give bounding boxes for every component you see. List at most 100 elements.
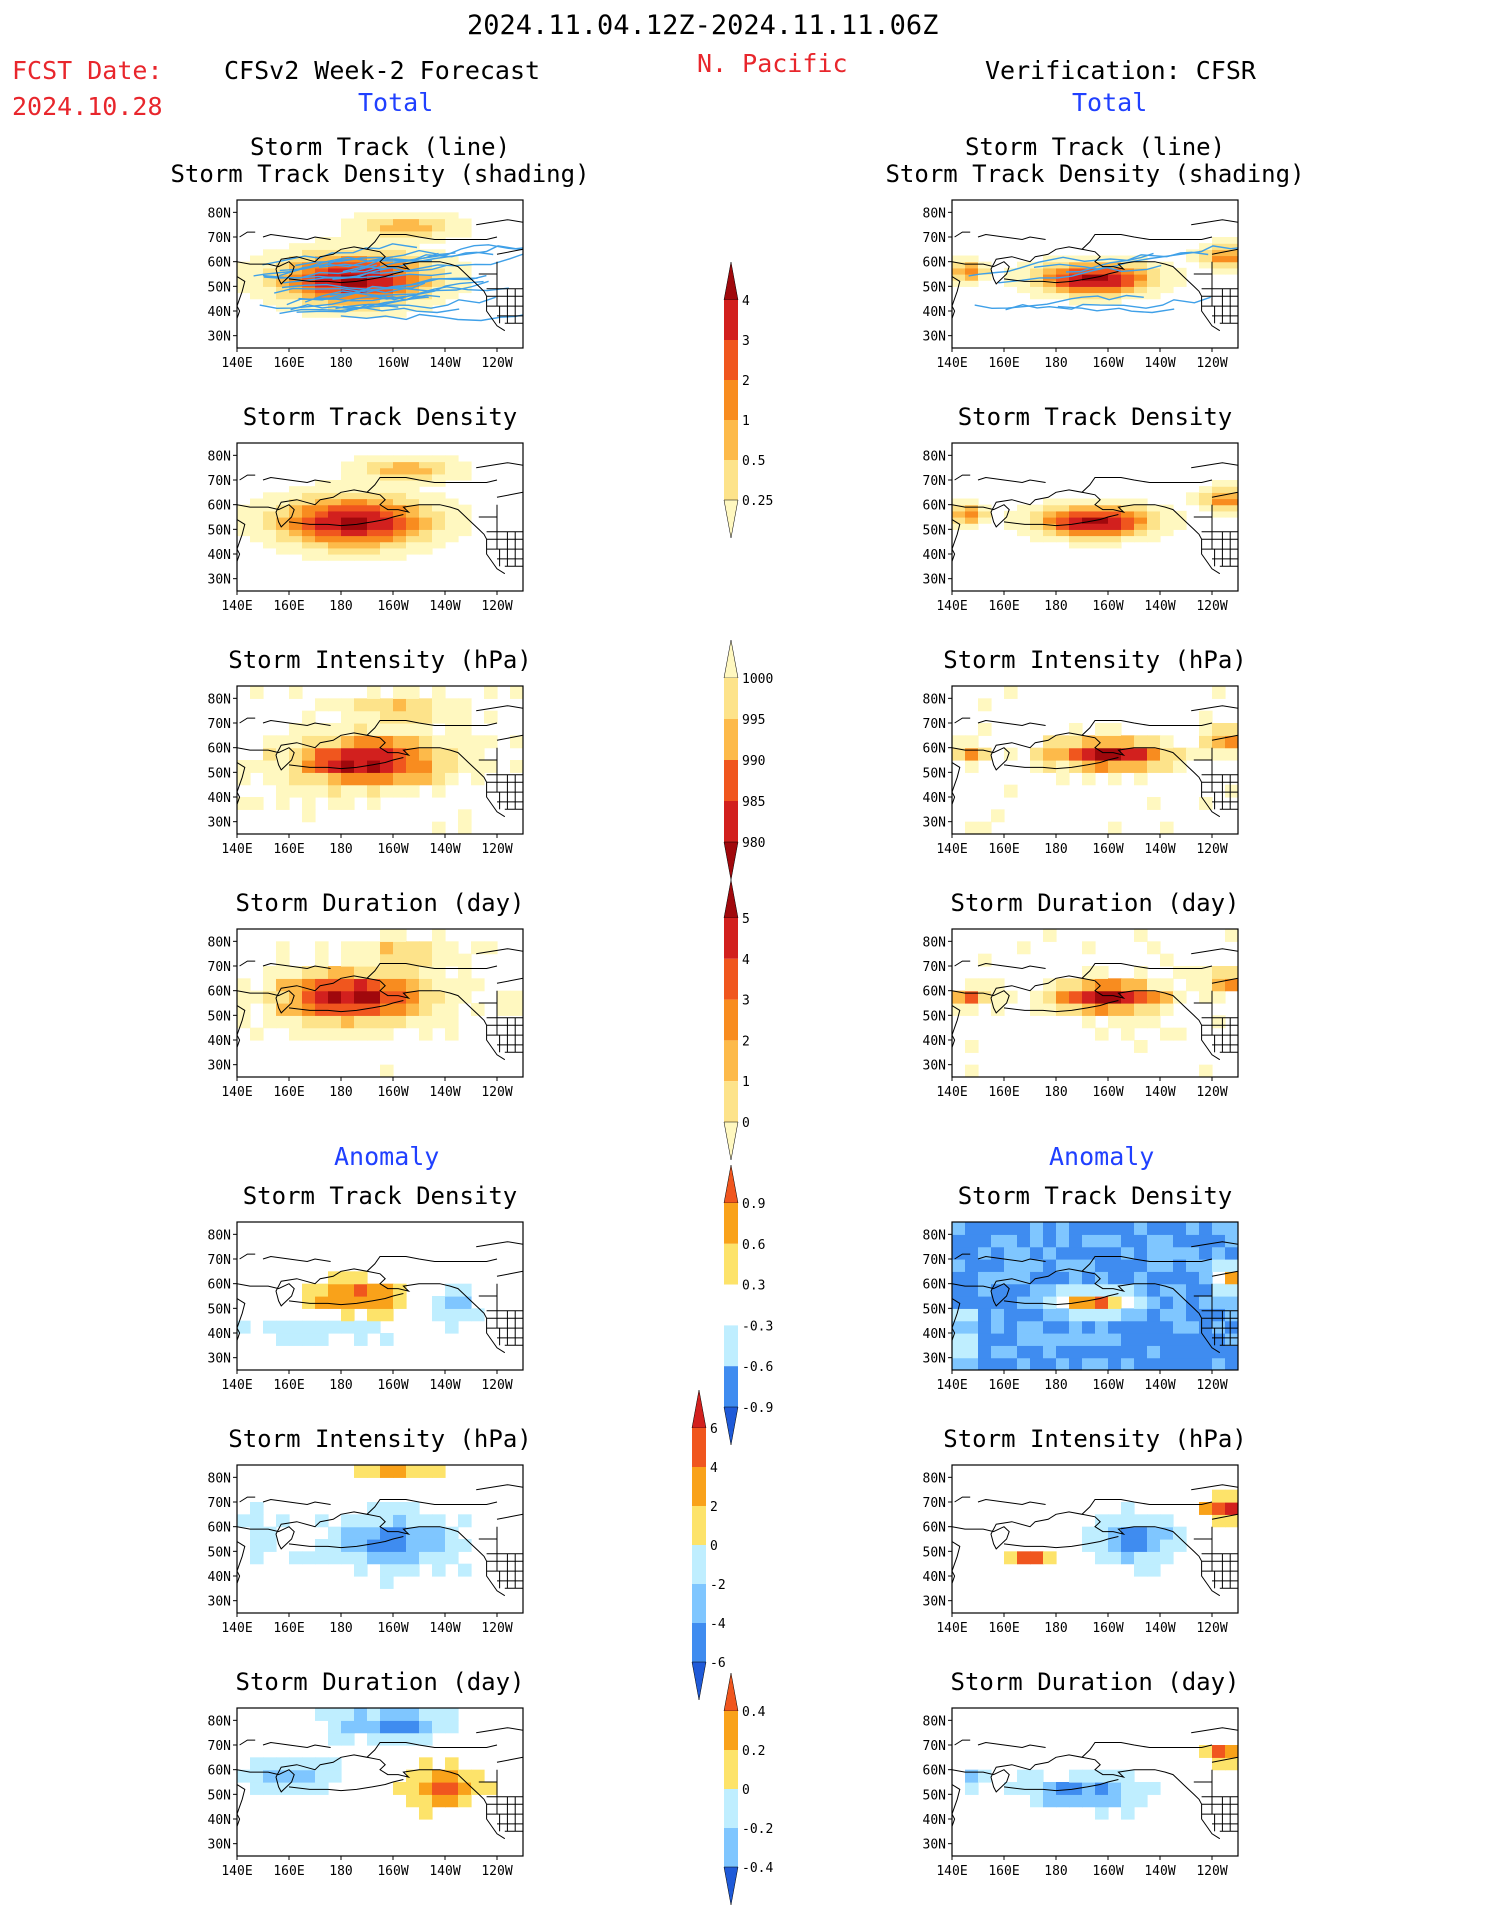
vf-intensity-cell (1108, 772, 1122, 786)
vf-duration-cell (952, 990, 966, 1004)
vf-intensity-cell (965, 735, 979, 749)
cb-anom-intensity-label: 4 (710, 1461, 718, 1476)
fc-track-cell (406, 218, 420, 226)
fc-duration-frame (236, 928, 524, 1078)
cb-intensity-bottom-arrow (723, 841, 739, 881)
cb-anom-density: 0.90.60.3-0.3-0.6-0.9 (723, 1165, 773, 1446)
vf-anom-density-cell (1212, 1296, 1226, 1309)
fc-density-cell (341, 529, 355, 537)
fc-density-cell (432, 523, 446, 530)
vf-anom-density-cell (1108, 1357, 1122, 1370)
fc-track-cell (328, 280, 342, 287)
fc-anom-density-xtick: 120W (481, 1378, 512, 1393)
fc-anom-density-frame (236, 1221, 524, 1371)
fc-intensity-cell (406, 760, 420, 773)
fc-duration-cell (367, 990, 381, 1004)
fc-track-track-line (329, 282, 426, 296)
vf-track-cell (1030, 280, 1044, 287)
vf-anom-density-cell (1069, 1345, 1083, 1359)
vf-anom-density-cell (1082, 1246, 1096, 1260)
fc-intensity-cell (354, 723, 368, 736)
vf-anom-duration-cell (1082, 1769, 1096, 1783)
vf-anom-density-ytick: 40N (923, 1327, 946, 1342)
vf-density-cell (1069, 504, 1083, 512)
fc-anom-duration-cell (250, 1769, 264, 1783)
vf-density-cell (1134, 529, 1148, 537)
fc-anom-density-xtick: 140E (221, 1378, 252, 1393)
fc-intensity-cell (458, 735, 472, 749)
vf-anom-density-cell (1147, 1320, 1161, 1334)
fc-duration-cell (445, 1003, 459, 1016)
vf-density-cell (1199, 486, 1213, 493)
cb-anom-duration-segment (724, 1789, 738, 1828)
fc-duration-cell (289, 1027, 303, 1041)
vf-anom-duration-cell (1082, 1782, 1096, 1795)
fc-density-ytick: 50N (208, 523, 231, 538)
fc-duration-cell (393, 1003, 407, 1016)
vf-anom-duration-cell (1121, 1794, 1135, 1808)
fc-duration-cell (445, 953, 459, 967)
vf-anom-density-cell (1069, 1234, 1083, 1248)
vf-anom-density-cell (1173, 1333, 1187, 1346)
vf-anom-density-frame (951, 1221, 1239, 1371)
cb-anom-duration-segment (724, 1750, 738, 1789)
coastline (239, 1739, 256, 1746)
fc-density-cell (419, 529, 433, 537)
coastline (496, 1270, 523, 1277)
vf-intensity-cell (1069, 723, 1083, 736)
vf-track-cell (952, 255, 966, 263)
cb-anom-density-label: 0.9 (742, 1197, 765, 1212)
vf-anom-intensity-ytick: 50N (923, 1545, 946, 1560)
cb-duration-segment (724, 1040, 738, 1082)
vf-density-cell (1225, 510, 1238, 518)
vf-intensity-cell (965, 747, 979, 761)
fc-density-cell (289, 529, 303, 537)
vf-anom-density-cell (991, 1333, 1005, 1346)
fc-duration-cell (432, 978, 446, 992)
fc-track-track-line (296, 305, 399, 313)
vf-density-cell (1069, 535, 1083, 543)
fc-track-cell (367, 311, 381, 318)
vf-track-cell (1147, 292, 1161, 300)
fc-anom-density-cell (302, 1320, 316, 1334)
vf-density-cell (1082, 535, 1096, 543)
fc-track-cell (445, 267, 459, 275)
fc-track-cell (458, 224, 472, 232)
coastline (1191, 1484, 1238, 1491)
fc-intensity-cell (328, 698, 342, 712)
fc-intensity-cell (471, 760, 485, 773)
fc-track-cell (354, 298, 368, 306)
fc-anom-intensity-ytick: 30N (208, 1595, 231, 1610)
fc-density-xtick: 160W (377, 599, 408, 614)
fc-density-cell (367, 492, 381, 500)
fc-intensity-cell (432, 698, 446, 712)
vf-track-cell (1069, 274, 1083, 281)
fc-density-cell (289, 541, 303, 549)
vf-anom-duration-cell (1069, 1794, 1083, 1808)
vf-density-cell (1017, 504, 1031, 512)
vf-anom-duration-cell (1212, 1757, 1226, 1771)
fcst-label: FCST Date: (12, 56, 163, 85)
vf-track-cell (1095, 267, 1109, 275)
fc-track-cell (250, 267, 264, 275)
vf-density-cell (965, 504, 979, 512)
vf-anom-density-cell (1147, 1296, 1161, 1309)
vf-anom-density-cell (952, 1320, 966, 1334)
vf-density-cell (1043, 504, 1057, 512)
fc-duration-cell (367, 953, 381, 967)
fc-track-cell (380, 249, 394, 257)
fc-anom-intensity-cell (354, 1551, 368, 1565)
vf-anom-density-cell (991, 1283, 1005, 1297)
fc-anom-duration-cell (445, 1757, 459, 1771)
vf-anom-intensity-cell (1017, 1551, 1031, 1565)
vf-density-cell (1030, 523, 1044, 530)
fc-density-cell (367, 510, 381, 518)
vf-anom-density-cell (1225, 1308, 1238, 1322)
fc-anom-intensity-ytick: 70N (208, 1496, 231, 1511)
fc-track-ytick: 40N (208, 305, 231, 320)
vf-intensity-cell (1056, 735, 1070, 749)
vf-intensity-cell (1199, 735, 1213, 749)
vf-track-cell (1017, 274, 1031, 281)
vf-anom-density-cell (1134, 1320, 1148, 1334)
vf-duration-cell (1212, 1015, 1226, 1029)
